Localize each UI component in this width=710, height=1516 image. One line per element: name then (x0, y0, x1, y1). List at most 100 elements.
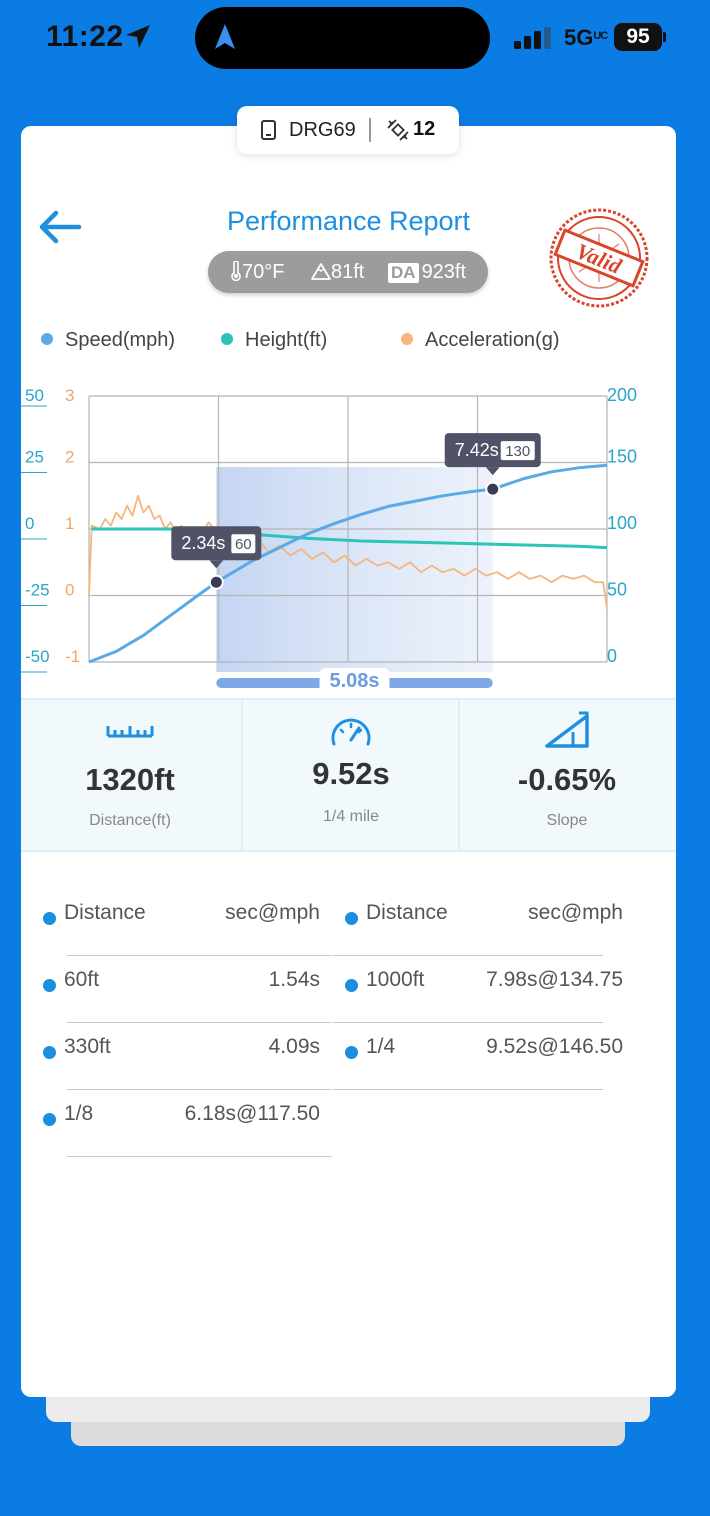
navigation-icon (215, 24, 235, 49)
marker-speed-label: 60 (235, 536, 252, 553)
performance-chart[interactable]: 50 25 0 -25 -50 3 2 1 0 -1 200 150 100 50 0 2.34s 60 7.42… (21, 374, 676, 696)
stat-distance: 1320ft Distance(ft) (21, 700, 239, 850)
table-row-name: 330ft (64, 1035, 111, 1058)
cellular-signal-icon (514, 27, 554, 49)
table-row: 1000ft 7.98s@134.75 (333, 968, 623, 1036)
report-card: Performance Report 70°F 81ft DA 923ft (21, 126, 676, 1397)
legend-height-label: Height(ft) (245, 329, 328, 351)
status-time: 11:22 (46, 20, 124, 53)
stat-slope-label: Slope (546, 812, 588, 829)
valid-stamp-icon: Valid (549, 208, 649, 308)
series-speed-line (88, 463, 608, 664)
device-name: DRG69 (289, 119, 356, 141)
altitude-value: 81ft (331, 261, 365, 283)
altitude-item: 81ft (311, 261, 364, 284)
marker-speed-box (231, 534, 256, 554)
table-row-name: 1000ft (366, 968, 425, 991)
location-arrow-icon (126, 25, 150, 48)
axis-tick-left-orange: 1 (65, 514, 74, 533)
table-row-value: 7.98s@134.75 (486, 968, 623, 991)
axis-tick-right: 0 (607, 646, 617, 666)
density-altitude-item: DA 923ft (388, 261, 466, 284)
axis-tick-left-teal: 25 (25, 448, 44, 467)
axis-tick-right: 50 (607, 580, 627, 600)
axis-tick-right: 150 (607, 447, 637, 467)
stat-distance-value: 1320ft (85, 762, 175, 797)
thermometer-icon (231, 260, 241, 282)
table-bullet (345, 979, 358, 992)
marker-tooltip-pointer (485, 467, 500, 476)
table-bullet (43, 1046, 56, 1059)
table-row-value: 1.54s (268, 968, 320, 991)
legend-speed[interactable]: Speed(mph) (41, 329, 175, 352)
axis-tick-left-orange: 3 (65, 386, 74, 405)
selection-region (216, 467, 493, 672)
axis-tick-left-teal: 50 (25, 386, 44, 405)
conditions-pill: 70°F 81ft DA 923ft (208, 251, 488, 293)
stat-time-label: 1/4 mile (322, 808, 380, 825)
table-divider (333, 955, 603, 956)
legend-speed-dot (41, 333, 53, 345)
slope-icon (545, 711, 589, 748)
stat-divider (241, 700, 243, 850)
table-bullet (345, 1046, 358, 1059)
table-row-value: 9.52s@146.50 (486, 1035, 623, 1058)
axis-tick-right: 200 (607, 385, 637, 405)
table-row: 60ft 1.54s (43, 968, 332, 1036)
table-divider (333, 1022, 603, 1023)
legend-acceleration-label: Acceleration(g) (425, 329, 560, 351)
axis-tick-left-teal: -25 (25, 581, 50, 600)
stat-time: 9.52s 1/4 mile (242, 700, 460, 850)
device-icon (261, 120, 276, 140)
table-header-name: Distance (366, 901, 448, 924)
device-pill[interactable]: DRG69 12 (237, 106, 459, 154)
table-header-value: sec@mph (528, 901, 623, 924)
axis-tick-left-teal: 0 (25, 514, 34, 533)
density-altitude-value: 923ft (421, 261, 467, 283)
table-row-name: 1/4 (366, 1035, 396, 1058)
satellite-icon (387, 119, 409, 141)
pill-divider (369, 118, 371, 142)
temperature-value: 70°F (242, 261, 285, 283)
satellite-count: 12 (413, 118, 436, 140)
stat-distance-label: Distance(ft) (89, 812, 171, 829)
table-row-value: 4.09s (268, 1035, 320, 1058)
ruler-icon (106, 726, 154, 738)
table-row-value: 6.18s@117.50 (184, 1102, 320, 1125)
table-bullet (43, 1113, 56, 1126)
table-divider (67, 955, 332, 956)
battery-level: 95 (614, 23, 662, 51)
marker-time-label: 2.34s (181, 533, 225, 553)
table-divider (67, 1156, 332, 1157)
back-arrow-icon[interactable] (37, 208, 83, 246)
legend-speed-label: Speed(mph) (65, 329, 176, 351)
stat-slope-value: -0.65% (517, 762, 617, 797)
battery-cap (663, 32, 666, 42)
table-row: 1/8 6.18s@117.50 (43, 1102, 332, 1170)
stat-divider (458, 700, 460, 850)
marker-point (485, 481, 501, 497)
table-bullet (345, 912, 358, 925)
da-label: DA (388, 263, 419, 283)
table-row-name: 1/8 (64, 1102, 94, 1125)
table-header-name: Distance (64, 901, 146, 924)
legend-height[interactable]: Height(ft) (221, 329, 327, 352)
selection-label-bg (319, 668, 390, 694)
selection-duration-label: 5.08s (329, 670, 379, 692)
axis-tick-left-orange: 2 (65, 448, 74, 467)
table-bullet (43, 979, 56, 992)
table-row: 330ft 4.09s (43, 1035, 332, 1103)
legend-height-dot (221, 333, 233, 345)
legend-acceleration[interactable]: Acceleration(g) (401, 329, 560, 352)
table-divider (67, 1089, 332, 1090)
stats-panel: 1320ft Distance(ft) 9.52s 1/4 mile -0.65… (21, 698, 676, 852)
table-divider (67, 1022, 332, 1023)
marker-time-label: 7.42s (455, 440, 499, 460)
table-header-value: sec@mph (225, 901, 320, 924)
stat-slope: -0.65% Slope (458, 700, 676, 850)
status-bar: 11:22 5GUC 95 (0, 0, 710, 80)
marker-point (208, 574, 224, 590)
axis-tick-left-teal: -50 (25, 647, 50, 666)
marker-speed-label: 130 (505, 443, 530, 460)
table-divider (333, 1089, 603, 1090)
